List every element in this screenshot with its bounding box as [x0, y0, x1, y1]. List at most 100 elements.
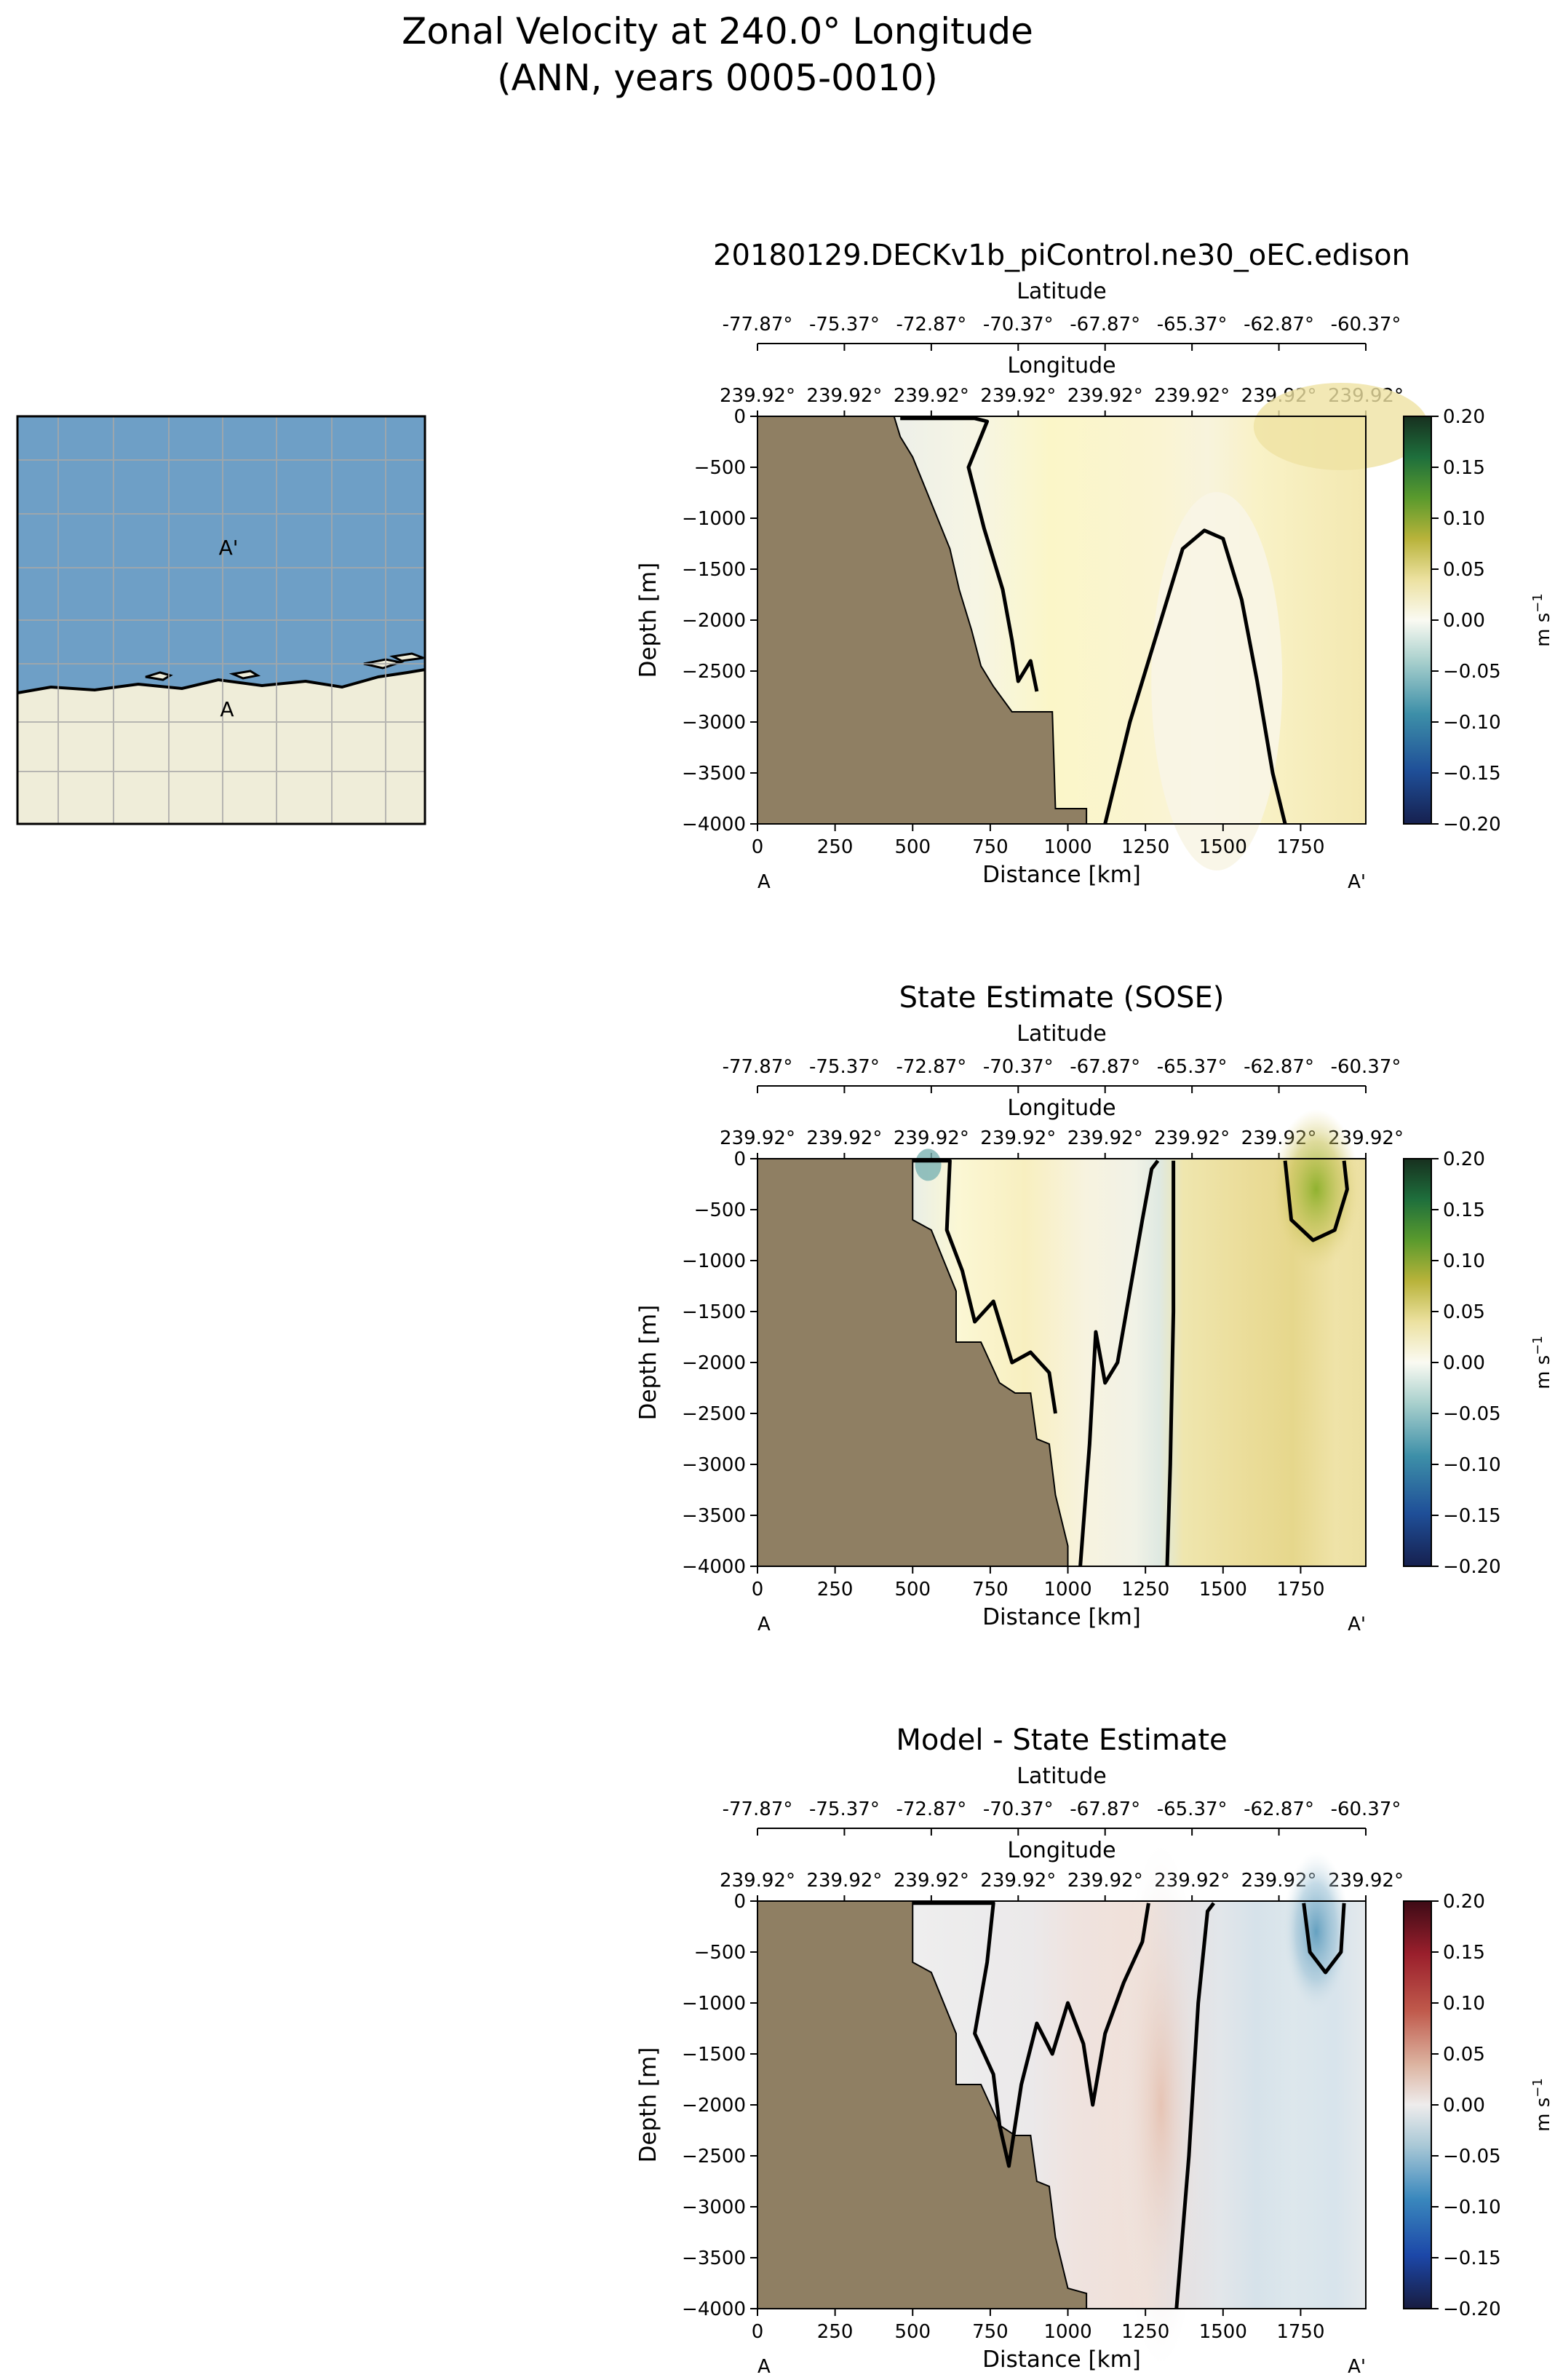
panel-title: State Estimate (SOSE) — [899, 981, 1225, 1015]
x-tick-label: 1750 — [1276, 2321, 1324, 2343]
x-tick-label: 1000 — [1043, 836, 1091, 858]
y-tick-label: 0 — [733, 1891, 746, 1913]
y-tick-label: −1000 — [682, 1993, 746, 2015]
latitude-axis-label: Latitude — [1017, 279, 1106, 304]
latitude-tick-label: -77.87° — [723, 1056, 793, 1078]
y-tick-label: −2500 — [682, 661, 746, 683]
latitude-tick-label: -77.87° — [723, 1798, 793, 1820]
latitude-tick-label: -62.87° — [1244, 1056, 1314, 1078]
colorbar-tick-label: −0.15 — [1443, 1505, 1501, 1527]
latitude-tick-label: -67.87° — [1070, 1056, 1140, 1078]
y-tick-label: −3500 — [682, 1505, 746, 1527]
section-end-label: A' — [1348, 1614, 1366, 1635]
y-tick-label: −4000 — [682, 814, 746, 836]
bathymetry — [757, 416, 1088, 825]
colorbar-label-exponent: −1 — [1530, 2078, 1546, 2098]
latitude-tick-label: -65.37° — [1157, 1056, 1228, 1078]
colorbar-tick-label: −0.15 — [1443, 763, 1501, 785]
y-tick-label: −3000 — [682, 2197, 746, 2218]
inset-frame — [16, 415, 426, 825]
inset-map: A' A — [16, 415, 426, 825]
section-start-label: A — [757, 1614, 771, 1635]
inset-antarctica — [17, 670, 425, 824]
y-tick-label: 0 — [733, 1149, 746, 1170]
colorbar-label-exponent: −1 — [1530, 1336, 1546, 1355]
panel-state-estimate: State Estimate (SOSE) Latitude -77.87° -75.… — [635, 981, 1554, 1635]
figure-title-line1: Zonal Velocity at 240.0° Longitude — [402, 10, 1033, 52]
colorbar-tick-label: 0.05 — [1443, 559, 1485, 581]
bathymetry — [757, 1158, 1069, 1567]
colorbar-tick-label: −0.05 — [1443, 1403, 1501, 1425]
y-tick-label: −2000 — [682, 1352, 746, 1374]
longitude-axis-label: Longitude — [1007, 1838, 1115, 1863]
section-start-label: A — [757, 2356, 771, 2378]
x-tick-label: 1750 — [1276, 836, 1324, 858]
panel-difference: Model - State Estimate Latitude -77.87° -75… — [635, 1723, 1554, 2378]
y-tick-label: −500 — [694, 1199, 746, 1221]
colorbar-tick-label: 0.15 — [1443, 1199, 1485, 1221]
longitude-tick-label: 239.92° — [1067, 1870, 1143, 1892]
colorbar — [1403, 1158, 1432, 1567]
longitude-tick-label: 239.92° — [720, 385, 795, 407]
colorbar-tick-label: −0.05 — [1443, 2146, 1501, 2167]
x-axis-label: Distance [km] — [982, 862, 1141, 888]
longitude-tick-label: 239.92° — [1154, 385, 1230, 407]
zero-contour — [1103, 528, 1287, 825]
longitude-axis-label: Longitude — [1007, 353, 1115, 378]
colorbar-tick-label: −0.20 — [1443, 2298, 1501, 2320]
latitude-tick-label: -72.87° — [896, 314, 966, 336]
y-tick-label: −4000 — [682, 1556, 746, 1578]
x-tick-label: 750 — [972, 2321, 1009, 2343]
y-tick-label: −2000 — [682, 2095, 746, 2117]
panel-model: 20180129.DECKv1b_piControl.ne30_oEC.edis… — [635, 239, 1554, 893]
x-tick-label: 1250 — [1121, 2321, 1169, 2343]
latitude-axis-label: Latitude — [1017, 1764, 1106, 1789]
x-tick-label: 1250 — [1121, 836, 1169, 858]
zero-contour — [1302, 1903, 1346, 1975]
longitude-tick-label: 239.92° — [806, 1127, 882, 1149]
y-tick-label: −3500 — [682, 2248, 746, 2269]
zero-contour — [912, 1159, 1057, 1414]
zero-contour — [1174, 1902, 1215, 2309]
y-tick-label: −3000 — [682, 1454, 746, 1476]
latitude-tick-label: -77.87° — [723, 314, 793, 336]
colorbar-tick-label: 0.00 — [1443, 610, 1485, 632]
longitude-tick-label: 239.92° — [894, 385, 969, 407]
longitude-tick-label: 239.92° — [980, 1127, 1056, 1149]
inset-label-end: A' — [219, 536, 239, 560]
x-tick-label: 1500 — [1199, 836, 1247, 858]
figure-title-line2: (ANN, years 0005-0010) — [497, 57, 938, 99]
velocity-feature — [1151, 492, 1283, 870]
y-tick-label: −1500 — [682, 1301, 746, 1323]
latitude-tick-label: -72.87° — [896, 1798, 966, 1820]
latitude-tick-label: -75.37° — [809, 314, 880, 336]
latitude-tick-label: -70.37° — [983, 314, 1054, 336]
y-tick-label: −1500 — [682, 559, 746, 581]
colorbar-label: m s−1 — [1530, 2078, 1554, 2132]
panel-title: Model - State Estimate — [896, 1723, 1227, 1757]
section-start-label: A — [757, 871, 771, 893]
colorbar-tick-label: 0.10 — [1443, 1250, 1485, 1272]
x-tick-label: 0 — [752, 836, 764, 858]
velocity-feature — [1253, 383, 1428, 470]
inset-label-start: A — [220, 697, 234, 721]
x-tick-label: 250 — [817, 1579, 854, 1600]
colorbar-tick-label: −0.20 — [1443, 814, 1501, 836]
velocity-feature — [915, 1149, 942, 1181]
x-tick-label: 500 — [894, 836, 931, 858]
latitude-tick-label: -75.37° — [809, 1056, 880, 1078]
colorbar-tick-label: 0.05 — [1443, 1301, 1485, 1323]
latitude-tick-label: -65.37° — [1157, 314, 1228, 336]
latitude-tick-label: -70.37° — [983, 1056, 1054, 1078]
x-tick-label: 1250 — [1121, 1579, 1169, 1600]
y-tick-label: −2000 — [682, 610, 746, 632]
y-tick-label: −4000 — [682, 2298, 746, 2320]
latitude-tick-label: -72.87° — [896, 1056, 966, 1078]
colorbar-tick-label: 0.10 — [1443, 508, 1485, 530]
latitude-tick-label: -75.37° — [809, 1798, 880, 1820]
latitude-tick-label: -60.37° — [1331, 1798, 1401, 1820]
x-axis-label: Distance [km] — [982, 2347, 1141, 2373]
y-axis-label: Depth [m] — [635, 1305, 661, 1421]
longitude-tick-label: 239.92° — [1154, 1127, 1230, 1149]
colorbar-tick-label: −0.20 — [1443, 1556, 1501, 1578]
